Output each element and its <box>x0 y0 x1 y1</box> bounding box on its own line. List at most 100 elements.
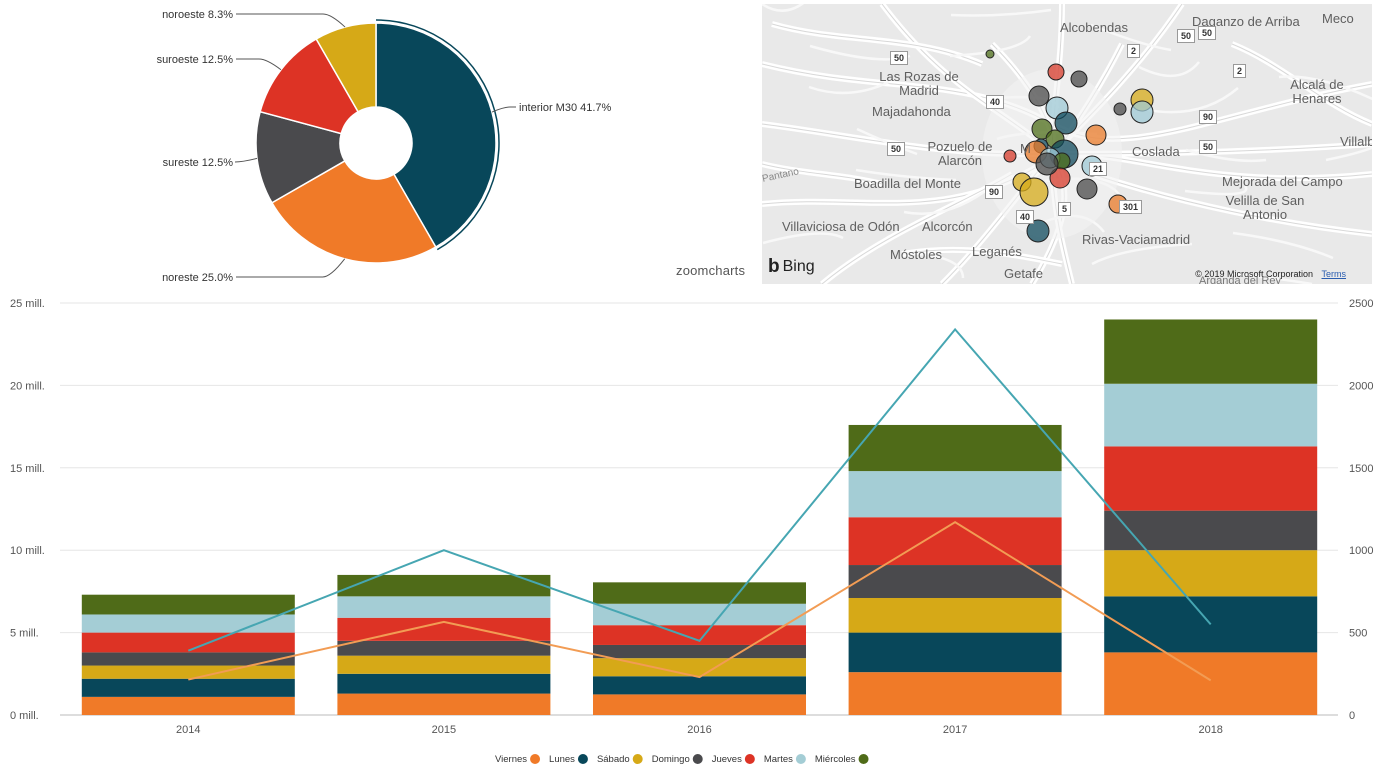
bar-segment-2017-viernes[interactable] <box>848 672 1062 715</box>
map-minor-road <box>1184 185 1248 196</box>
legend-label: Jueves <box>712 754 742 765</box>
bar-segment-2016-miércoles[interactable] <box>593 582 806 604</box>
y2-axis-tick-label: 1500 <box>1349 463 1373 475</box>
bar-segment-2015-viernes[interactable] <box>337 693 551 715</box>
map-bubble[interactable] <box>1035 152 1059 176</box>
bar-segment-2014-lunes[interactable] <box>81 678 295 697</box>
map-bubble[interactable] <box>1054 111 1078 135</box>
map-city-label: Rivas-Vaciamadrid <box>1082 232 1191 247</box>
bar-segment-2016-sábado[interactable] <box>593 658 806 677</box>
bar-segment-2017-domingo[interactable] <box>848 565 1062 598</box>
bar-segment-2014-martes[interactable] <box>81 614 295 633</box>
line-series-2[interactable] <box>188 521 1212 682</box>
legend-marker[interactable] <box>530 754 541 764</box>
x-axis-tick-label: 2014 <box>176 724 200 736</box>
bar-segment-2015-domingo[interactable] <box>337 640 551 656</box>
bar-segment-2017-miércoles[interactable] <box>848 424 1062 472</box>
bar-segment-2017-lunes[interactable] <box>848 632 1062 673</box>
zoomcharts-logo: zoomcharts <box>676 263 745 278</box>
bar-segment-2015-jueves[interactable] <box>337 617 551 641</box>
map-road-sign: 90 <box>1199 110 1218 124</box>
legend-label: Lunes <box>549 754 575 765</box>
legend-marker[interactable] <box>692 754 703 764</box>
y-axis-tick-label: 10 mill. <box>10 545 45 557</box>
bubble-map[interactable]: Alcobendas Daganzo de Arriba Meco Las Rozas… <box>762 4 1372 284</box>
map-minor-road <box>1325 146 1372 162</box>
legend-marker[interactable] <box>858 754 869 764</box>
map-bubble[interactable] <box>1130 100 1154 124</box>
bar-segment-2018-jueves[interactable] <box>1104 446 1318 511</box>
bar-segment-2016-jueves[interactable] <box>593 625 806 645</box>
map-bubble[interactable] <box>1028 85 1050 107</box>
legend-label: Miércoles <box>815 754 856 765</box>
map-city-label: Pozuelo de Alarcón <box>927 139 993 168</box>
bar-segment-2014-viernes[interactable] <box>81 696 295 715</box>
bar-segment-2016-viernes[interactable] <box>593 694 806 715</box>
bar-segment-2016-lunes[interactable] <box>593 676 806 695</box>
map-bubble[interactable] <box>1026 219 1050 243</box>
map-copyright: © 2019 Microsoft Corporation <box>1195 269 1313 279</box>
pie-slice-interior-m30[interactable] <box>375 22 497 249</box>
pie-leader-line <box>234 157 258 163</box>
pie-slice-suroeste[interactable] <box>259 37 360 135</box>
stacked-bar-line-chart[interactable]: 0 mill. 5 mill. 10 mill. 15 mill. 20 mill. 25… <box>0 288 1378 775</box>
pie-leader-line <box>236 13 346 28</box>
bar-segment-2015-martes[interactable] <box>337 596 551 618</box>
x-axis-tick-label: 2018 <box>1198 724 1222 736</box>
pie-slice-noreste[interactable] <box>270 159 437 264</box>
bar-segment-2018-miércoles[interactable] <box>1104 319 1318 384</box>
map-road-sign: 50 <box>1198 26 1217 40</box>
map-bubble[interactable] <box>1047 63 1065 81</box>
x-axis-tick-label: 2015 <box>432 724 456 736</box>
bar-segment-2014-jueves[interactable] <box>81 632 295 653</box>
y-axis-tick-label: 0 mill. <box>10 710 39 722</box>
pie-chart-panel: interior M30 41.7% noreste 25.0% sureste 1… <box>0 0 760 285</box>
map-road-sign: 50 <box>887 142 906 156</box>
bar-segment-2017-jueves[interactable] <box>848 517 1062 566</box>
bar-segment-2018-martes[interactable] <box>1104 383 1318 447</box>
bar-segment-2016-domingo[interactable] <box>593 644 806 659</box>
bar-segment-2015-miércoles[interactable] <box>337 574 551 597</box>
map-canvas[interactable] <box>762 4 1372 284</box>
legend-label: Martes <box>764 754 793 765</box>
map-road-edge <box>1231 43 1372 125</box>
legend-marker[interactable] <box>632 754 643 764</box>
legend-marker[interactable] <box>744 754 755 764</box>
map-bubble[interactable] <box>1049 167 1071 189</box>
bar-segment-2015-lunes[interactable] <box>337 673 551 694</box>
bar-segment-2018-sábado[interactable] <box>1104 550 1318 597</box>
bar-segment-2015-sábado[interactable] <box>337 655 551 674</box>
map-minor-road <box>950 8 1052 17</box>
pie-leader-line <box>491 106 516 113</box>
map-bubble[interactable] <box>1003 149 1017 163</box>
map-minor-road <box>1232 231 1334 260</box>
map-terms-link[interactable]: Terms <box>1321 269 1347 279</box>
donut-chart[interactable]: interior M30 41.7% noreste 25.0% sureste 1… <box>0 0 760 285</box>
legend-marker[interactable] <box>795 754 806 764</box>
map-bubble[interactable] <box>985 49 995 59</box>
map-bubble[interactable] <box>1085 124 1107 146</box>
map-city-label: Velilla de San Antonio <box>1225 193 1305 222</box>
bar-segment-2014-miércoles[interactable] <box>81 594 295 615</box>
bar-segment-2017-martes[interactable] <box>848 471 1062 518</box>
map-bubble[interactable] <box>1019 177 1049 207</box>
line-series-1[interactable] <box>187 327 1212 652</box>
pie-slice-noroeste[interactable] <box>315 22 377 113</box>
map-city-label: M <box>1020 141 1031 156</box>
map-bubble[interactable] <box>1070 70 1088 88</box>
bar-segment-2014-sábado[interactable] <box>81 665 295 679</box>
bar-segment-2018-viernes[interactable] <box>1104 652 1318 715</box>
bar-segment-2017-sábado[interactable] <box>848 597 1062 633</box>
map-road-sign: 301 <box>1119 200 1143 214</box>
bar-segment-2014-domingo[interactable] <box>81 652 295 666</box>
bar-segment-2016-martes[interactable] <box>593 603 806 626</box>
pie-slice-sureste[interactable] <box>255 110 346 204</box>
bar-segment-2018-domingo[interactable] <box>1104 510 1318 551</box>
y2-axis-tick-label: 2500 <box>1349 298 1373 310</box>
y2-axis-tick-label: 500 <box>1349 628 1367 640</box>
map-city-label: Boadilla del Monte <box>854 176 961 191</box>
map-bubble[interactable] <box>1076 178 1098 200</box>
map-bubble[interactable] <box>1113 102 1127 116</box>
legend-marker[interactable] <box>577 754 588 764</box>
map-minor-road <box>1091 242 1193 266</box>
